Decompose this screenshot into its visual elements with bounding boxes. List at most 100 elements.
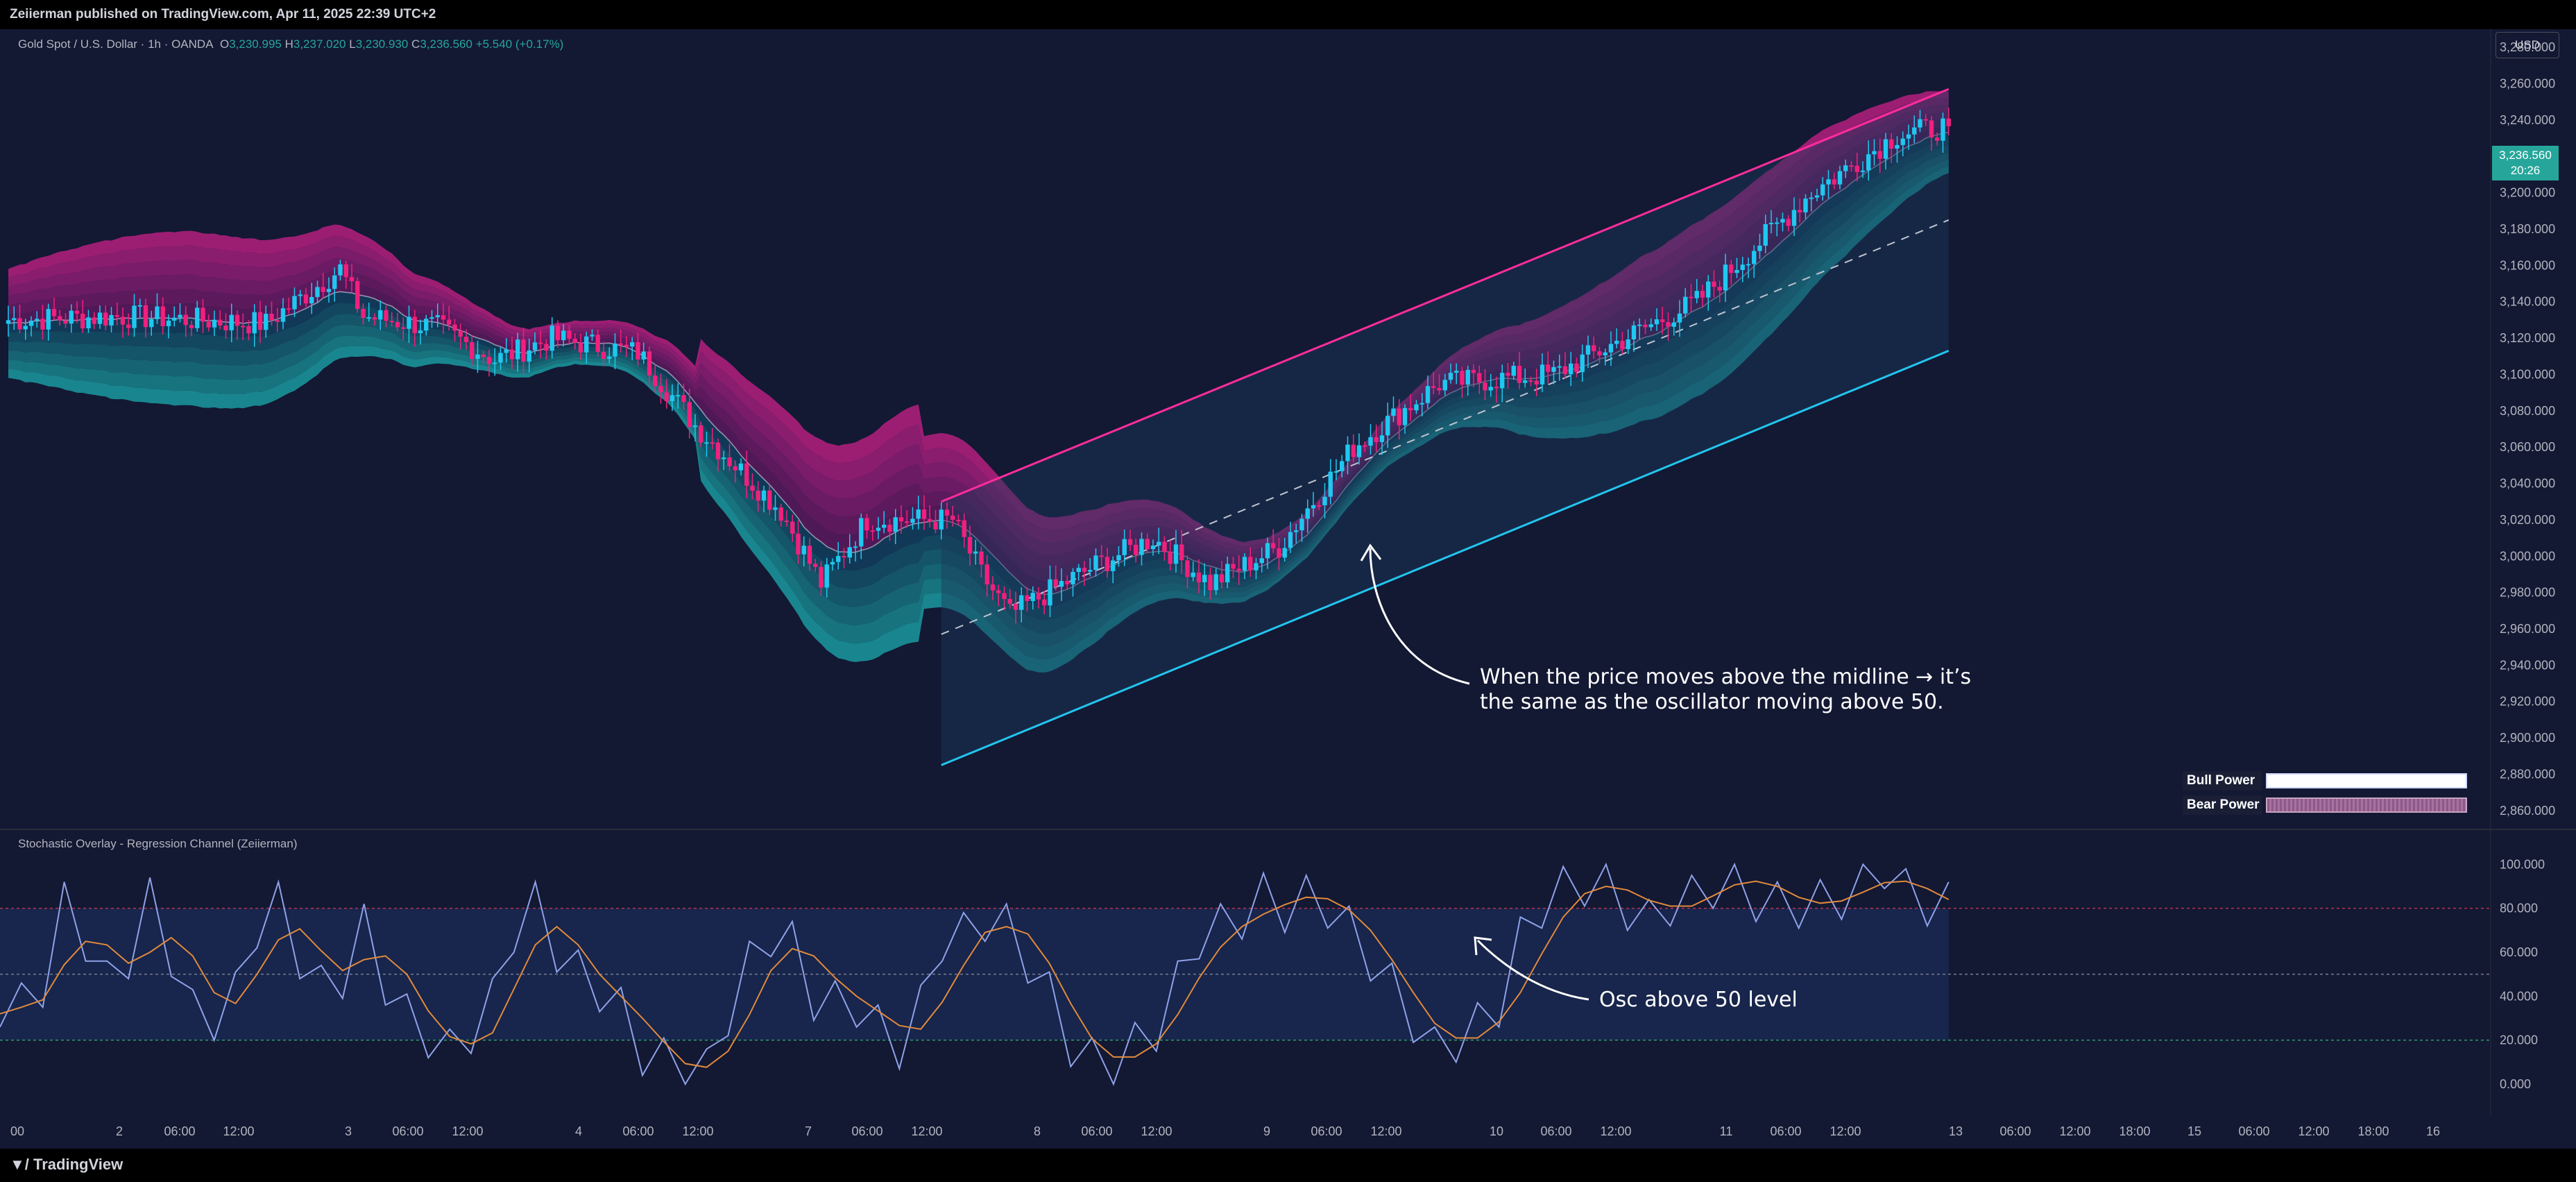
candle-body (1574, 363, 1579, 373)
candle-body (1637, 324, 1642, 326)
price-tick-label: 3,200.000 (2500, 186, 2555, 200)
candle-body (1213, 574, 1218, 591)
candle-body (1614, 340, 1619, 344)
price-tick-label: 3,100.000 (2500, 367, 2555, 381)
change-value: +5.540 (+0.17%) (475, 37, 564, 51)
candle-body (1809, 197, 1814, 199)
symbol-name[interactable]: Gold Spot / U.S. Dollar · 1h · OANDA (18, 37, 214, 51)
candle-body (1505, 373, 1510, 376)
high-value: 3,237.020 (293, 37, 346, 51)
candle-body (1419, 403, 1424, 405)
price-tick-label: 3,240.000 (2500, 113, 2555, 127)
candle-body (401, 327, 406, 329)
price-tick-label: 2,880.000 (2500, 767, 2555, 781)
candle-body (1935, 137, 1940, 141)
candle-body (303, 294, 309, 304)
candle-body (418, 330, 423, 334)
candle-body (287, 308, 291, 310)
candle-body (1265, 543, 1270, 559)
candle-body (1700, 291, 1705, 298)
candle-body (1757, 245, 1762, 251)
candle-body (532, 342, 538, 351)
candle-body (1539, 364, 1545, 385)
candle-body (463, 337, 469, 342)
tradingview-logo[interactable]: ▼/ TradingView (10, 1156, 123, 1173)
candle-body (738, 463, 744, 471)
candle-body (956, 519, 961, 521)
candle-body (201, 307, 205, 322)
price-tick-label: 3,280.000 (2500, 40, 2555, 54)
candle-body (578, 342, 583, 353)
candle-body (1248, 557, 1253, 571)
candle-body (1923, 119, 1928, 121)
candle-body (1345, 444, 1350, 462)
candle-body (372, 317, 377, 320)
osc-axis-ticks: 100.000 80.000 60.000 40.000 20.000 0.000 (2500, 857, 2545, 1091)
time-tick-label: 06:00 (392, 1124, 423, 1138)
candle-body (1025, 595, 1030, 601)
candle-body (704, 442, 709, 444)
candle-body (1048, 579, 1052, 606)
candle-body (801, 546, 806, 555)
candle-body (252, 312, 257, 334)
candle-body (1706, 281, 1711, 298)
price-tick-label: 3,000.000 (2500, 549, 2555, 563)
indicator-title[interactable]: Stochastic Overlay - Regression Channel … (18, 837, 298, 850)
candle-body (893, 517, 898, 532)
candle-body (898, 517, 904, 522)
candle-body (544, 344, 549, 351)
candle-body (223, 326, 228, 330)
candle-body (458, 330, 463, 337)
time-tick-label: 06:00 (164, 1124, 195, 1138)
candle-body (1511, 366, 1516, 376)
candle-body (996, 590, 1001, 593)
candle-body (481, 354, 486, 357)
candle-body (1683, 296, 1688, 314)
candle-body (756, 491, 760, 501)
candle-body (767, 490, 772, 510)
candle-body (572, 339, 577, 343)
candle-body (1202, 575, 1207, 583)
candle-body (681, 395, 686, 403)
candle-body (1333, 471, 1339, 473)
candle-body (246, 326, 251, 334)
candle-body (1065, 581, 1070, 584)
candle-body (429, 317, 434, 319)
candle-body (1906, 134, 1911, 139)
candle-body (189, 325, 194, 328)
main-annotation-arrow (1369, 548, 1470, 685)
candle-body (607, 356, 612, 360)
candle-body (1134, 544, 1138, 555)
candle-body (1391, 408, 1396, 416)
candle-body (92, 317, 96, 324)
candle-body (653, 375, 658, 387)
stoch-d-line (0, 880, 1950, 1068)
candle-body (567, 330, 572, 339)
candle-body (727, 457, 732, 466)
candle-body (1814, 195, 1820, 198)
candle-body (1208, 575, 1213, 591)
candle-body (1620, 340, 1625, 349)
bull-power-label: Bull Power (2183, 771, 2262, 791)
candle-body (412, 316, 417, 334)
bear-ribbon-band (8, 112, 1949, 569)
candle-body (590, 335, 595, 337)
time-tick-label: 00 (10, 1124, 24, 1138)
candle-body (1059, 581, 1064, 587)
candle-body (1820, 184, 1825, 196)
time-tick-label: 06:00 (622, 1124, 654, 1138)
candle-body (1723, 264, 1728, 291)
candle-body (1173, 544, 1179, 564)
candle-body (470, 341, 475, 360)
candle-body (710, 442, 715, 444)
candle-body (126, 324, 131, 328)
candle-body (12, 318, 17, 321)
candle-body (292, 296, 297, 310)
osc-tick-label: 80.000 (2500, 902, 2538, 915)
candle-body (212, 319, 217, 328)
price-tick-label: 3,140.000 (2500, 295, 2555, 309)
candle-body (944, 509, 950, 516)
currency-button[interactable]: USD (2496, 32, 2559, 58)
time-tick-label: 8 (1034, 1124, 1041, 1138)
osc-annotation: Osc above 50 level (1599, 988, 1798, 1012)
